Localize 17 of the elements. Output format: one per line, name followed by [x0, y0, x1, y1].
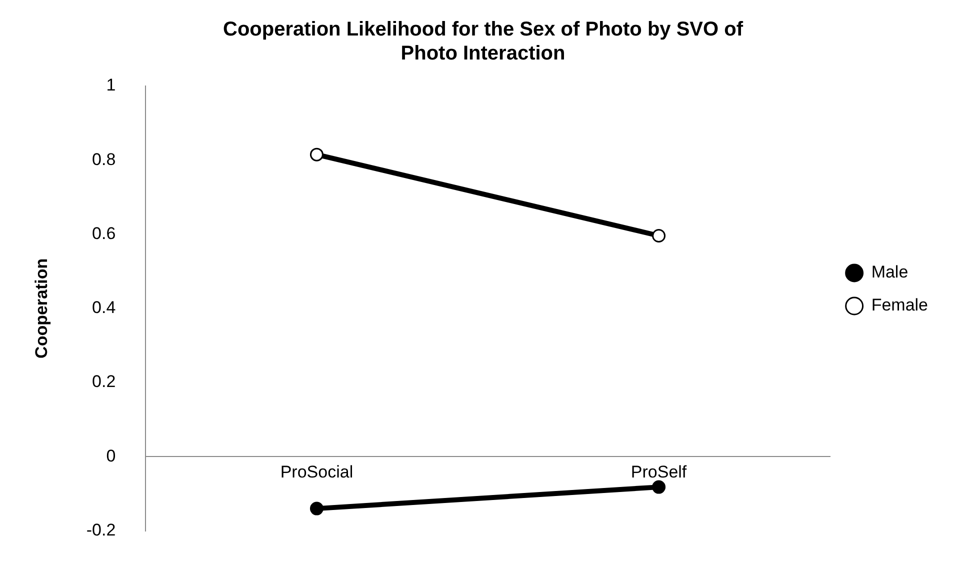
legend-label: Female — [871, 296, 928, 315]
y-tick-label: 0 — [106, 446, 116, 466]
y-axis-title: Cooperation — [32, 258, 51, 358]
y-tick-label: 0.4 — [92, 298, 116, 318]
y-tick-label: 0.6 — [92, 224, 116, 243]
chart-title: Cooperation Likelihood for the Sex of Photo by SVO of Photo Interaction — [222, 18, 744, 65]
point — [310, 502, 324, 516]
y-tick-label: -0.2 — [86, 520, 116, 540]
legend-label: Male — [871, 262, 908, 282]
point — [310, 148, 324, 162]
y-tick-label: 0.2 — [92, 372, 116, 392]
point — [652, 229, 666, 242]
x-tick-label: ProSelf — [630, 462, 687, 482]
point — [652, 480, 666, 494]
x-tick-label: ProSocial — [280, 462, 354, 482]
y-tick-label: 1 — [106, 76, 116, 95]
y-tick-label: 0.8 — [92, 150, 116, 169]
